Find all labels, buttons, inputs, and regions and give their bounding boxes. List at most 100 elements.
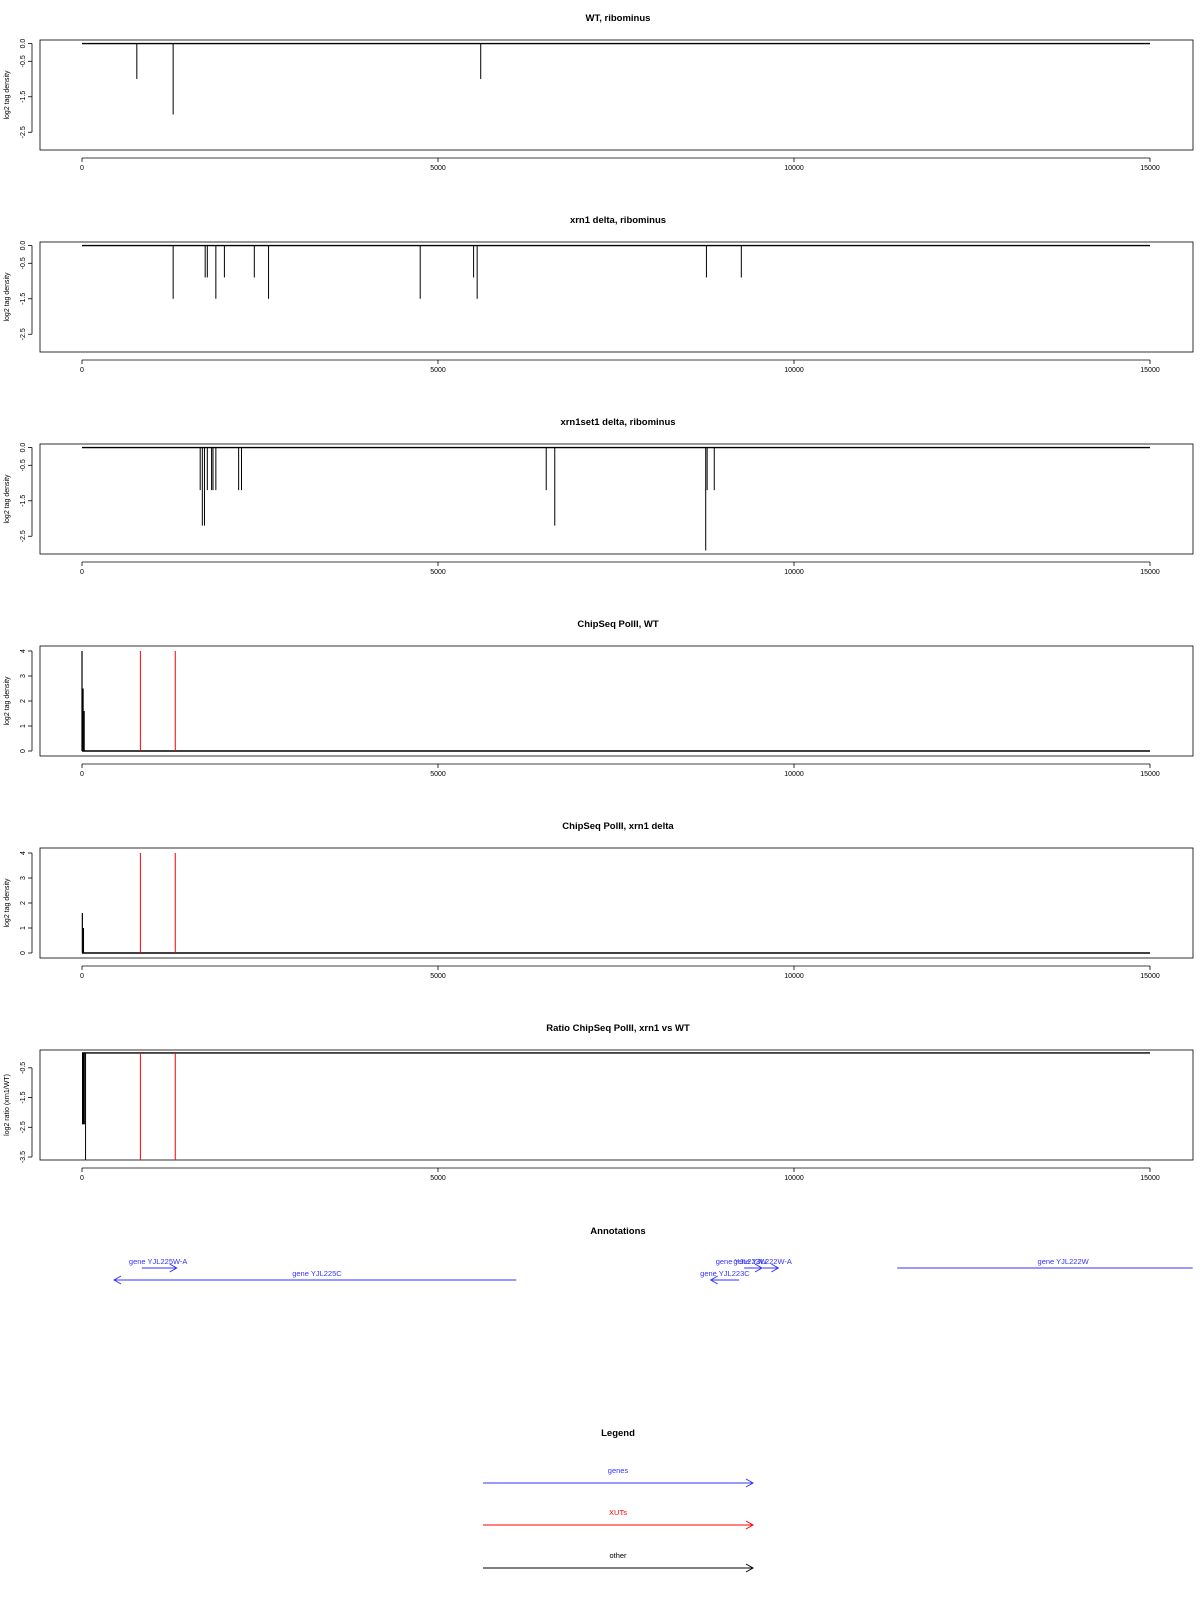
gene-arrow	[744, 1263, 763, 1273]
legend-arrow	[483, 1520, 755, 1530]
panel-5: ChipSeq PolII, xrn1 delta 0 5000 10000 15000…	[4, 821, 1194, 980]
gene-annotation: gene YJL223C	[700, 1269, 750, 1285]
y-axis-label: log2 tag density	[4, 474, 11, 524]
x-tick-label: 5000	[430, 367, 446, 374]
x-tick-label: 0	[80, 165, 84, 172]
gene-annotation: gene YJL223W	[716, 1257, 768, 1273]
plot-box	[39, 645, 1194, 757]
x-tick-label: 15000	[1140, 165, 1160, 172]
x-axis: 0 5000 10000 15000	[80, 561, 1160, 576]
y-tick-label: 0.0	[20, 241, 27, 251]
y-tick-label: 0	[20, 951, 27, 955]
y-tick-label: 0.0	[20, 39, 27, 49]
panel-6: Ratio ChipSeq PolII, xrn1 vs WT 0 5000 1000…	[4, 1023, 1194, 1182]
y-tick-label: 0	[20, 749, 27, 753]
arrow-head	[771, 1263, 780, 1273]
panel-2: xrn1 delta, ribominus 0 5000 10000 15000 0.0 -…	[4, 215, 1194, 374]
x-tick-label: 0	[80, 569, 84, 576]
y-axis-label: log2 tag density	[4, 878, 11, 928]
y-tick-label: 2	[20, 901, 27, 905]
x-tick-label: 15000	[1140, 367, 1160, 374]
x-tick-label: 0	[80, 1175, 84, 1182]
y-tick-label: -2.5	[20, 126, 27, 138]
x-tick-label: 10000	[784, 1175, 804, 1182]
x-axis: 0 5000 10000 15000	[80, 1167, 1160, 1182]
x-axis: 0 5000 10000 15000	[80, 157, 1160, 172]
x-tick-label: 5000	[430, 165, 446, 172]
y-axis-label: log2 tag density	[4, 272, 11, 322]
x-axis: 0 5000 10000 15000	[80, 763, 1160, 778]
arrow-head	[169, 1263, 178, 1273]
x-tick-label: 10000	[784, 367, 804, 374]
arrow-head	[113, 1275, 122, 1285]
arrow-head	[745, 1563, 755, 1573]
x-tick-label: 5000	[430, 569, 446, 576]
x-tick-label: 10000	[784, 973, 804, 980]
y-tick-label: -1.5	[20, 495, 27, 507]
gene-label: gene YJL223W	[716, 1257, 768, 1266]
legend-panel: Legend genes XUTs other	[483, 1428, 755, 1573]
legend-label: genes	[608, 1466, 629, 1475]
signal-block	[82, 1052, 85, 1125]
gene-annotation: gene YJL222W	[897, 1257, 1193, 1269]
y-axis: 0.0 -0.5 -1.5 -2.5 log2 tag density	[4, 39, 33, 138]
gene-arrow	[113, 1275, 517, 1285]
gene-label: gene YJL225W-A	[129, 1257, 188, 1266]
plot-box	[39, 39, 1194, 151]
plot-box	[39, 1049, 1194, 1161]
legend-item-genes: genes	[483, 1466, 755, 1488]
gene-annotation: gene YJL225W-A	[129, 1257, 188, 1273]
legend-arrow	[483, 1563, 755, 1573]
y-axis-label: log2 tag density	[4, 676, 11, 726]
panel-title: xrn1set1 delta, ribominus	[560, 417, 675, 428]
y-tick-label: -0.5	[20, 257, 27, 269]
legend-title: Legend	[601, 1428, 635, 1439]
gene-arrow	[709, 1275, 740, 1285]
y-axis: -0.5 -1.5 -2.5 -3.5 log2 ratio (xrn1/WT)	[4, 1062, 33, 1163]
panel-3: xrn1set1 delta, ribominus 0 5000 10000 15000…	[4, 417, 1194, 576]
x-tick-label: 10000	[784, 165, 804, 172]
panel-1: WT, ribominus 0 5000 10000 15000 0.0 -0.5 -1.5 -…	[4, 13, 1194, 172]
y-tick-label: -0.5	[20, 459, 27, 471]
annotations-panel: Annotations gene YJL225W-A gene YJL225C gen…	[113, 1226, 1193, 1285]
x-tick-label: 10000	[784, 569, 804, 576]
gene-annotation: gene YJL225C	[113, 1269, 517, 1285]
x-tick-label: 15000	[1140, 569, 1160, 576]
y-tick-label: -1.5	[20, 293, 27, 305]
y-axis: 0.0 -0.5 -1.5 -2.5 log2 tag density	[4, 241, 33, 340]
x-tick-label: 10000	[784, 771, 804, 778]
y-axis: 0 1 2 3 4 log2 tag density	[4, 851, 33, 955]
arrow-head	[745, 1520, 755, 1530]
annotations-title: Annotations	[590, 1226, 645, 1237]
y-tick-label: -0.5	[20, 55, 27, 67]
arrow-head	[754, 1263, 763, 1273]
x-axis: 0 5000 10000 15000	[80, 965, 1160, 980]
x-tick-label: 15000	[1140, 771, 1160, 778]
gene-label: gene YJL225C	[292, 1269, 342, 1278]
panel-title: xrn1 delta, ribominus	[570, 215, 666, 226]
legend-label: other	[609, 1551, 627, 1560]
arrow-head	[709, 1275, 718, 1285]
x-tick-label: 0	[80, 771, 84, 778]
y-tick-label: -3.5	[20, 1151, 27, 1163]
y-axis-label: log2 tag density	[4, 70, 11, 120]
y-tick-label: 3	[20, 876, 27, 880]
x-tick-label: 0	[80, 973, 84, 980]
y-tick-label: -0.5	[20, 1062, 27, 1074]
y-tick-label: 2	[20, 699, 27, 703]
gene-label: gene YJL223C	[700, 1269, 750, 1278]
gene-arrow	[141, 1263, 178, 1273]
panel-title: ChipSeq PolII, xrn1 delta	[562, 821, 674, 832]
panel-4: ChipSeq PolII, WT 0 5000 10000 15000 0 1 2 3 4 log…	[4, 619, 1194, 778]
panel-title: ChipSeq PolII, WT	[577, 619, 658, 630]
y-axis: 0.0 -0.5 -1.5 -2.5 log2 tag density	[4, 443, 33, 542]
legend-item-xuts: XUTs	[483, 1508, 755, 1530]
y-tick-label: 4	[20, 851, 27, 855]
y-axis: 0 1 2 3 4 log2 tag density	[4, 649, 33, 753]
x-tick-label: 5000	[430, 1175, 446, 1182]
panel-title: Ratio ChipSeq PolII, xrn1 vs WT	[546, 1023, 690, 1034]
y-tick-label: -2.5	[20, 530, 27, 542]
x-tick-label: 5000	[430, 973, 446, 980]
legend-item-other: other	[483, 1551, 755, 1573]
